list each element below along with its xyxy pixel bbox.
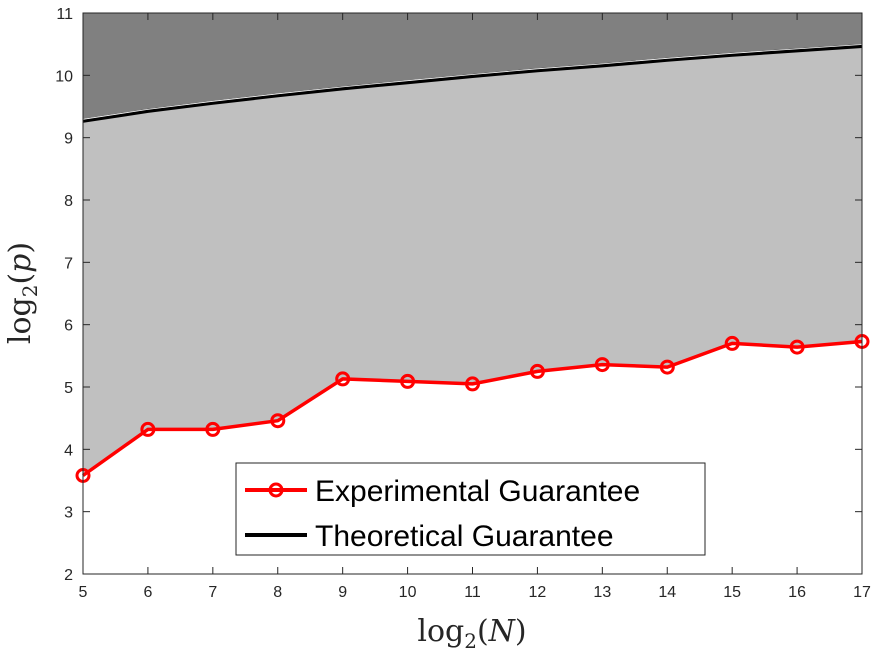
x-tick-label: 9: [338, 584, 347, 601]
y-tick-label: 7: [64, 255, 73, 272]
x-tick-label: 7: [208, 584, 217, 601]
x-tick-label: 8: [273, 584, 282, 601]
series-line-theoretical: [82, 44, 863, 123]
y-tick-label: 8: [64, 193, 73, 210]
y-tick-label: 9: [64, 131, 73, 148]
plot-lines: [75, 44, 870, 483]
data-point-experimental: [789, 339, 805, 355]
x-tick-label: 17: [853, 584, 871, 601]
data-point-experimental: [400, 373, 416, 389]
x-tick-label: 15: [723, 584, 741, 601]
series-line-theoretical-highlight: [82, 44, 863, 120]
y-axis-label: log2(p): [3, 242, 42, 344]
data-point-experimental: [270, 413, 286, 429]
region-between: [83, 46, 862, 476]
x-tick-label: 6: [143, 584, 152, 601]
y-tick-label: 5: [64, 380, 73, 397]
x-tick-label: 13: [593, 584, 611, 601]
legend-box: [235, 462, 706, 556]
y-tick-label: 11: [56, 6, 73, 23]
data-point-experimental: [724, 335, 740, 351]
legend-label-experimental: Experimental Guarantee: [315, 475, 640, 508]
data-point-experimental: [140, 421, 156, 437]
y-axis-ticks: 2 3 4 5 6 7 8 9 10 11: [55, 6, 862, 584]
y-tick-label: 2: [64, 567, 73, 584]
x-tick-label: 5: [79, 584, 88, 601]
legend: Experimental Guarantee Theoretical Guara…: [235, 462, 706, 556]
legend-marker-experimental: [268, 482, 284, 498]
data-point-experimental: [594, 357, 610, 373]
data-point-experimental: [205, 421, 221, 437]
data-point-experimental: [529, 363, 545, 379]
x-tick-label: 10: [399, 584, 417, 601]
x-tick-label: 11: [464, 584, 481, 601]
x-tick-label: 16: [788, 584, 806, 601]
y-tick-label: 10: [55, 68, 73, 85]
x-axis-label: log2(N): [417, 614, 526, 653]
data-point-experimental: [335, 371, 351, 387]
y-tick-label: 3: [64, 505, 73, 522]
x-tick-label: 12: [529, 584, 547, 601]
x-axis-ticks: 5 6 7 8 9 10 11 12 13 14 15 16 17: [79, 13, 871, 601]
y-tick-label: 4: [64, 442, 73, 459]
series-line-experimental: [81, 339, 863, 477]
data-point-experimental: [465, 376, 480, 392]
x-tick-label: 14: [658, 584, 676, 601]
y-tick-label: 6: [64, 318, 73, 335]
data-point-experimental: [659, 359, 675, 375]
legend-label-theoretical: Theoretical Guarantee: [315, 520, 614, 553]
